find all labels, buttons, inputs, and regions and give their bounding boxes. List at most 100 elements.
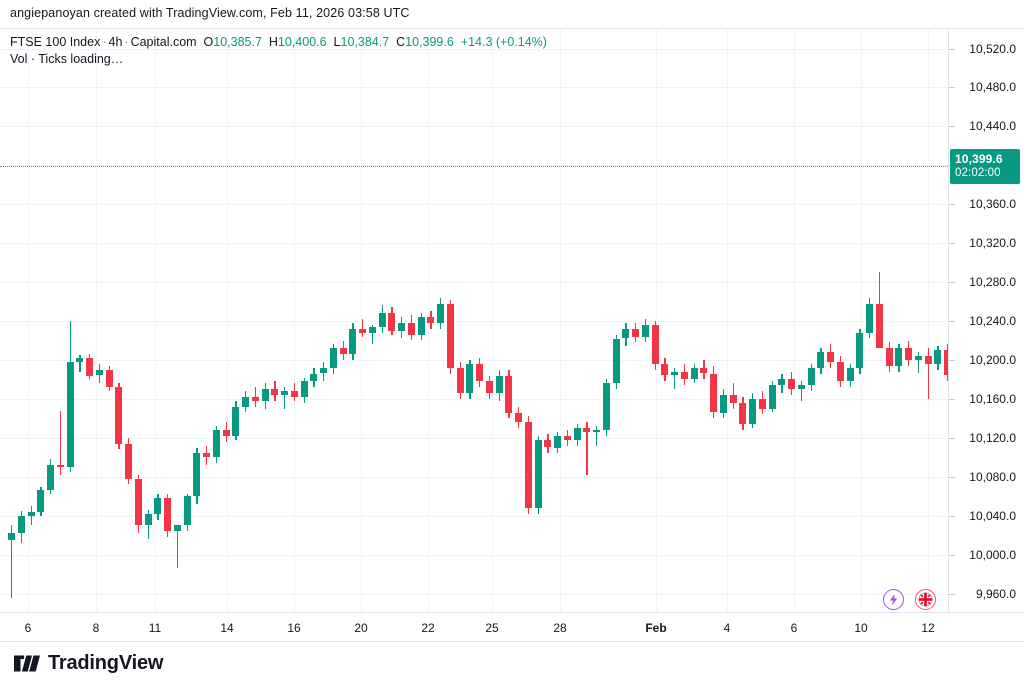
time-axis-tick-label: 14	[220, 621, 234, 635]
candle-body-bearish	[407, 322, 415, 335]
time-axis-tick-label: 22	[421, 621, 435, 635]
current-price-badge[interactable]: 10,399.6 02:02:00	[950, 148, 1020, 184]
time-axis-tick-label: 25	[485, 621, 499, 635]
price-axis-tick-label: 10,320.0	[969, 236, 1016, 251]
time-axis-tick-label: Feb	[645, 621, 667, 635]
candle-body-bearish	[924, 356, 932, 364]
candle-body-bullish	[797, 385, 805, 390]
candle-wick	[371, 324, 374, 345]
time-axis[interactable]: 6 8 11 14 16 20 22 25 28 Feb 4 6 10 12	[0, 612, 1024, 642]
candle-body-bearish	[485, 381, 493, 393]
vertical-gridline	[361, 29, 362, 613]
candle-body-bullish	[719, 395, 727, 413]
candle-body-bearish	[788, 379, 795, 390]
candle-body-bullish	[690, 367, 698, 380]
candle-body-bearish	[827, 352, 834, 362]
candle-wick	[917, 352, 920, 374]
candle-body-bearish	[446, 303, 454, 368]
vertical-gridline	[294, 29, 295, 613]
candle-body-bullish	[817, 352, 825, 368]
price-axis-tick-label: 10,440.0	[969, 119, 1016, 134]
candle-body-bullish	[76, 358, 84, 362]
candle-body-bullish	[66, 361, 74, 467]
candle-body-bearish	[505, 375, 513, 413]
candle-body-bearish	[290, 391, 298, 397]
candle-body-bearish	[700, 367, 708, 374]
vertical-gridline	[861, 29, 862, 613]
time-axis-tick-label: 20	[354, 621, 368, 635]
price-axis-tick-label: 10,240.0	[969, 314, 1016, 328]
candle-body-bearish	[134, 478, 142, 526]
candle-body-bullish	[495, 375, 503, 393]
horizontal-gridline	[0, 282, 948, 284]
candle-body-bullish	[212, 430, 220, 458]
time-axis-tick-label: 10	[854, 621, 868, 635]
candle-body-bearish	[544, 439, 552, 448]
chart-plot-area[interactable]	[0, 29, 948, 613]
candle-body-bullish	[37, 490, 45, 512]
candle-body-bullish	[281, 391, 288, 395]
candle-body-bullish	[242, 396, 249, 407]
candle-body-bullish	[193, 453, 201, 497]
candle-body-bearish	[476, 363, 483, 382]
price-axis-tick-mark	[949, 437, 955, 439]
candle-body-bearish	[632, 328, 639, 337]
price-axis-tick-mark	[949, 321, 955, 322]
price-axis-tick-label: 10,280.0	[969, 275, 1016, 290]
candle-body-bullish	[320, 367, 327, 374]
candle-body-bullish	[671, 371, 678, 376]
price-axis-tick-label: 10,200.0	[969, 352, 1016, 367]
candle-body-bearish	[836, 361, 844, 382]
price-axis-tick-mark	[949, 515, 955, 517]
candle-body-bullish	[27, 511, 35, 516]
candle-body-bullish	[378, 313, 386, 327]
candle-body-bearish	[651, 324, 659, 364]
tradingview-logo-icon	[14, 655, 40, 672]
vertical-gridline	[727, 29, 728, 613]
candle-body-bearish	[86, 358, 93, 376]
horizontal-gridline	[0, 359, 948, 361]
candle-body-bullish	[622, 328, 630, 339]
time-axis-tick-label: 8	[92, 621, 100, 635]
candle-body-bullish	[573, 428, 581, 440]
time-axis-tick-label: 11	[148, 621, 162, 635]
candle-body-bearish	[115, 387, 123, 444]
candle-body-bearish	[680, 371, 688, 380]
price-axis[interactable]: 10,520.010,480.010,440.010,400.010,360.0…	[948, 29, 1024, 613]
candle-body-bullish	[856, 332, 864, 368]
candle-body-bearish	[661, 363, 669, 376]
uk-economic-event-marker[interactable]	[915, 589, 936, 610]
chart-frame: 10,520.010,480.010,440.010,400.010,360.0…	[0, 28, 1024, 613]
candle-body-bullish	[466, 363, 474, 393]
candle-body-bullish	[846, 367, 854, 382]
price-axis-tick-label: 10,160.0	[969, 391, 1016, 406]
candle-body-bearish	[271, 389, 279, 395]
price-axis-tick-label: 9,960.0	[975, 586, 1016, 601]
uk-flag-icon	[918, 592, 933, 607]
earnings-marker[interactable]	[883, 589, 904, 610]
candle-wick	[79, 355, 81, 372]
candle-body-bullish	[914, 356, 922, 360]
candle-body-bullish	[17, 515, 25, 534]
vertical-gridline	[227, 29, 228, 613]
vertical-gridline	[794, 29, 795, 613]
horizontal-gridline	[0, 515, 948, 517]
candle-body-bearish	[203, 453, 210, 458]
vertical-gridline	[155, 29, 156, 613]
candle-body-bullish	[8, 533, 15, 540]
candle-body-bearish	[456, 367, 464, 393]
time-axis-tick-label: 16	[287, 621, 301, 635]
candle-body-bullish	[934, 350, 942, 364]
candle-body-bullish	[173, 525, 181, 532]
candle-wick	[11, 525, 13, 599]
candle-body-bullish	[534, 439, 542, 508]
candle-body-bearish	[56, 465, 64, 467]
horizontal-gridline	[0, 476, 948, 478]
candle-body-bullish	[154, 498, 162, 514]
time-axis-tick-label: 4	[723, 621, 731, 635]
candle-wick	[284, 387, 286, 409]
candle-wick	[878, 272, 881, 312]
price-axis-tick-label: 10,360.0	[969, 197, 1016, 212]
candle-body-bullish	[232, 406, 240, 436]
vertical-gridline	[28, 29, 29, 613]
